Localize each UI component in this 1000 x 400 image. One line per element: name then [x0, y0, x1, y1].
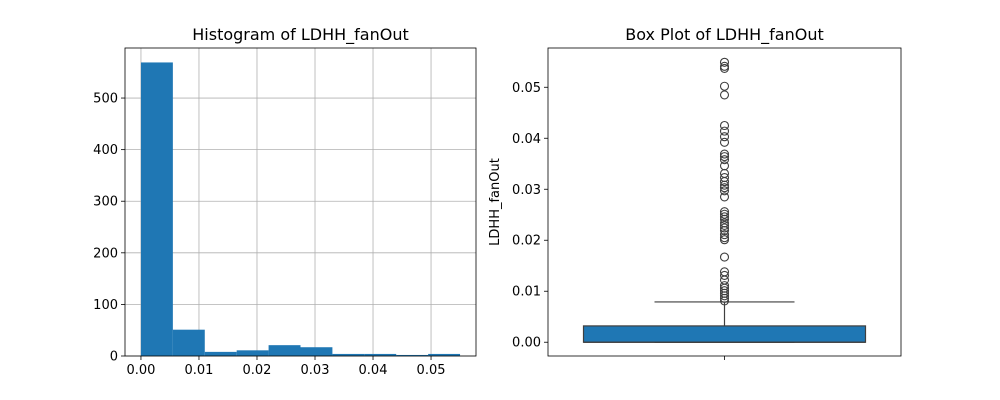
histogram-x-tick-label: 0.00 [126, 363, 155, 378]
boxplot-y-tick-label: 0.02 [512, 234, 541, 249]
boxplot-body [582, 301, 867, 343]
boxplot-outlier-point [719, 223, 730, 233]
histogram-y-tick-label: 100 [93, 298, 118, 313]
boxplot-outlier-point [719, 152, 730, 162]
histogram-bar [236, 350, 269, 356]
histogram-y-tick-label: 400 [93, 143, 118, 158]
histogram-bar [428, 353, 461, 356]
boxplot-outliers [719, 57, 730, 306]
histogram-axes-frame [124, 47, 477, 357]
histogram-x-tick-label: 0.04 [359, 363, 388, 378]
boxplot-outlier-point [719, 212, 730, 222]
histogram-y-tick-label: 200 [93, 246, 118, 261]
histogram-bar [140, 62, 173, 357]
histogram-y-tick-label: 300 [93, 195, 118, 210]
boxplot-y-ticks: 0.00 0.01 0.02 0.03 0.04 0.05 [512, 81, 548, 351]
histogram-x-tick-label: 0.05 [417, 363, 446, 378]
boxplot-outlier-point [719, 120, 730, 131]
boxplot-outlier-point [719, 281, 730, 291]
boxplot-y-tick-label: 0.05 [512, 81, 541, 96]
boxplot-outlier-point [719, 183, 730, 193]
boxplot-y-tick-label: 0.00 [512, 336, 541, 351]
boxplot-y-tick-label: 0.03 [512, 183, 541, 198]
histogram-y-tick-label: 0 [110, 350, 118, 365]
boxplot-outlier-point [719, 233, 730, 243]
boxplot-y-tick-label: 0.01 [512, 285, 541, 300]
boxplot-outlier-point [719, 230, 730, 240]
histogram-y-ticks: 0 100 200 300 400 500 [93, 92, 125, 365]
histogram-panel: 0.00 0.01 0.02 0.03 0.04 0.05 0 100 200 300 400 50… [93, 25, 477, 378]
boxplot-outlier-point [719, 161, 730, 171]
histogram-bar [268, 345, 301, 356]
histogram-y-tick-label: 500 [93, 92, 118, 107]
histogram-x-tick-label: 0.03 [301, 363, 330, 378]
histogram-bar [300, 347, 333, 356]
boxplot-outlier-point [719, 286, 730, 296]
boxplot-outlier-point [719, 90, 730, 100]
boxplot-box [582, 325, 867, 343]
boxplot-outlier-point [719, 267, 730, 277]
histogram-bars [140, 62, 461, 357]
boxplot-outlier-point [719, 126, 730, 136]
boxplot-outlier-point [719, 132, 730, 142]
boxplot-outlier-point [719, 149, 730, 159]
boxplot-outlier-point [719, 137, 730, 147]
histogram-x-ticks: 0.00 0.01 0.02 0.03 0.04 0.05 [126, 356, 446, 378]
boxplot-panel: 0.00 0.01 0.02 0.03 0.04 0.05 Box Plot of LDH… [488, 25, 902, 360]
histogram-grid [125, 48, 476, 357]
boxplot-outlier-point [719, 155, 730, 165]
boxplot-outlier-point [719, 57, 730, 67]
histogram-title: Histogram of LDHH_fanOut [192, 25, 408, 45]
boxplot-outlier-point [719, 207, 730, 217]
boxplot-outlier-point [719, 270, 730, 280]
histogram-bar [396, 354, 429, 356]
boxplot-outlier-point [719, 61, 730, 71]
histogram-bar [172, 329, 205, 356]
boxplot-outlier-point [719, 218, 730, 228]
boxplot-y-axis-label: LDHH_fanOut [488, 158, 503, 246]
histogram-x-tick-label: 0.01 [184, 363, 213, 378]
histogram-x-tick-label: 0.02 [243, 363, 272, 378]
boxplot-outlier-point [719, 81, 730, 91]
boxplot-outlier-point [719, 220, 730, 231]
boxplot-outlier-point [719, 192, 730, 202]
histogram-bar [364, 353, 397, 356]
boxplot-outlier-point [719, 172, 730, 183]
boxplot-outlier-point [719, 209, 730, 219]
boxplot-outlier-point [719, 186, 730, 196]
histogram-bar [204, 351, 237, 356]
histogram-bar [332, 353, 365, 356]
boxplot-outlier-point [719, 252, 730, 262]
boxplot-y-tick-label: 0.04 [512, 132, 541, 147]
boxplot-title: Box Plot of LDHH_fanOut [625, 25, 823, 45]
